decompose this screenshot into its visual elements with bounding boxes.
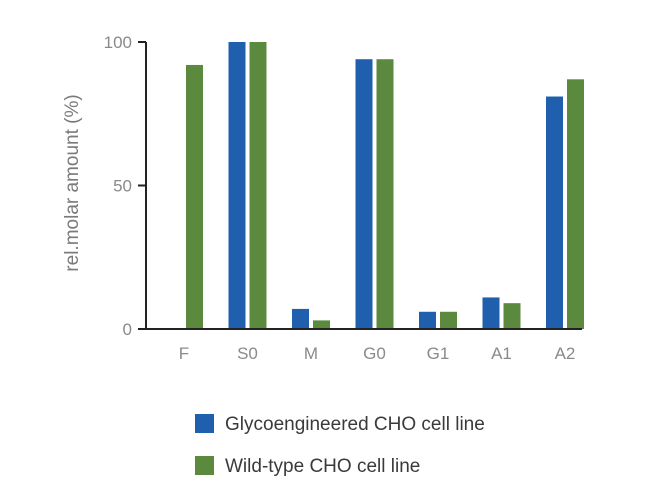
bar-a2-series-1	[546, 96, 563, 329]
y-tick-label: 0	[123, 320, 132, 339]
x-tick-label: F	[179, 344, 189, 363]
y-axis-title: rel.molar amount (%)	[62, 94, 83, 271]
x-tick-label: G1	[427, 344, 450, 363]
bar-g0-series-2	[376, 59, 394, 329]
bar-g0-series-1	[355, 59, 373, 329]
legend: Glycoengineered CHO cell line Wild-type C…	[195, 414, 485, 477]
x-tick-label: M	[304, 344, 318, 363]
x-tick-label: S0	[237, 344, 258, 363]
legend-swatch	[195, 414, 214, 433]
bar-g1-series-1	[419, 311, 436, 329]
y-axis-ticks: 0 50 100	[104, 33, 146, 339]
legend-swatch	[195, 456, 214, 475]
bar-s0-series-2	[249, 42, 267, 329]
bar-a1-series-1	[482, 297, 500, 329]
bar-f-series-2	[186, 64, 203, 330]
legend-label: Glycoengineered CHO cell line	[225, 414, 485, 435]
x-tick-label: G0	[363, 344, 386, 363]
bar-g1-series-2	[440, 311, 457, 329]
plot-area: 0 50 100 F S0 M G0 G1 A1 A2	[104, 33, 584, 363]
y-tick-label: 50	[113, 177, 132, 196]
y-tick-label: 100	[104, 33, 132, 52]
bar-m-series-1	[292, 308, 309, 329]
x-axis-ticks: F S0 M G0 G1 A1 A2	[179, 344, 576, 363]
bar-a1-series-2	[503, 303, 521, 329]
bar-group	[186, 42, 584, 330]
x-tick-label: A2	[555, 344, 576, 363]
bar-a2-series-2	[567, 79, 584, 329]
legend-label: Wild-type CHO cell line	[225, 456, 420, 477]
bar-m-series-2	[313, 320, 330, 329]
x-tick-label: A1	[491, 344, 512, 363]
bar-s0-series-1	[228, 42, 246, 329]
